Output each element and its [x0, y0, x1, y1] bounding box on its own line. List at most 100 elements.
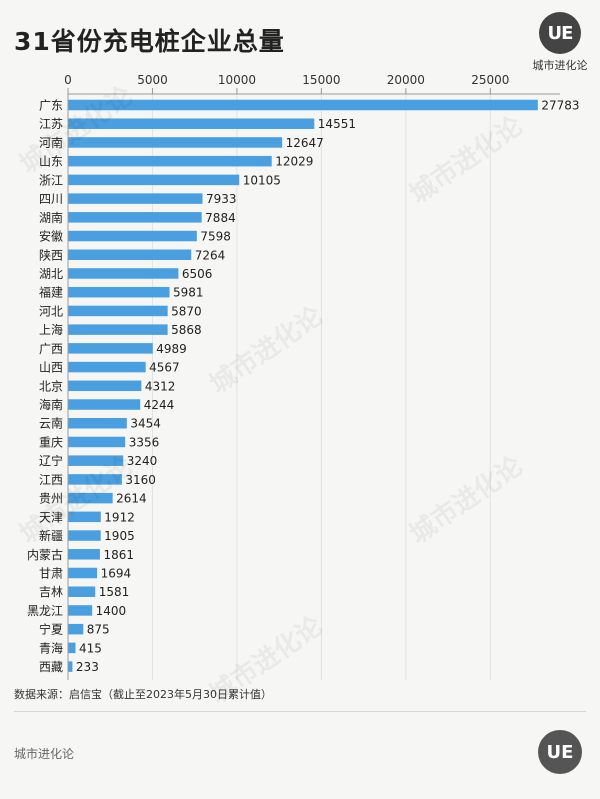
bar — [68, 511, 101, 523]
data-label: 12647 — [286, 136, 324, 150]
footer-brand-name: 城市进化论 — [14, 747, 75, 761]
category-label: 四川 — [39, 192, 63, 206]
data-label: 27783 — [541, 99, 579, 113]
bar — [68, 642, 76, 654]
bar — [68, 436, 126, 448]
data-label: 6506 — [182, 267, 213, 281]
data-label: 3160 — [125, 473, 156, 487]
category-label: 黑龙江 — [27, 604, 63, 618]
data-label: 1905 — [104, 529, 135, 543]
bar — [68, 174, 240, 186]
data-label: 10105 — [243, 173, 281, 187]
bar — [68, 567, 98, 579]
category-label: 河北 — [39, 304, 63, 318]
data-label: 1861 — [103, 548, 134, 562]
bar — [68, 399, 141, 410]
data-label: 5981 — [173, 286, 204, 300]
bar — [68, 661, 73, 672]
bar — [68, 605, 93, 616]
bar — [68, 324, 168, 335]
category-label: 湖南 — [39, 210, 63, 225]
bar — [68, 118, 315, 129]
category-label: 吉林 — [39, 585, 63, 599]
bar — [68, 417, 127, 429]
category-label: 上海 — [39, 322, 63, 337]
data-label: 7884 — [205, 211, 236, 225]
data-label: 3240 — [127, 454, 158, 468]
data-label: 7598 — [200, 230, 231, 244]
data-label: 7933 — [206, 192, 237, 206]
x-tick-label: 10000 — [218, 73, 256, 87]
category-label: 江西 — [39, 473, 63, 487]
category-label: 重庆 — [39, 435, 63, 449]
data-label: 1581 — [99, 585, 130, 599]
bar — [68, 549, 100, 560]
data-label: 4567 — [149, 361, 180, 375]
bar — [68, 99, 538, 111]
category-label: 广东 — [39, 99, 63, 113]
category-label: 天津 — [39, 510, 63, 524]
category-label: 浙江 — [39, 173, 63, 187]
category-label: 西藏 — [39, 660, 63, 674]
data-label: 7264 — [195, 248, 226, 262]
bar — [68, 212, 202, 223]
category-label: 陕西 — [39, 247, 63, 262]
brand-logo: UE 城市进化论 — [528, 12, 592, 73]
bar — [68, 474, 122, 485]
ue-logo-icon: UE — [539, 12, 581, 54]
footer-ue-logo-icon: UE — [538, 730, 582, 774]
bar — [68, 155, 272, 167]
data-label: 4312 — [145, 379, 176, 393]
category-label: 辽宁 — [39, 453, 63, 468]
category-label: 内蒙古 — [27, 547, 63, 562]
category-label: 江苏 — [39, 117, 63, 131]
x-tick-label: 25000 — [471, 73, 509, 87]
category-label: 青海 — [39, 640, 63, 655]
data-label: 875 — [87, 623, 110, 637]
bar — [68, 380, 142, 392]
bar — [68, 492, 113, 504]
data-label: 5868 — [171, 323, 202, 337]
data-source-note: 数据来源：启信宝（截止至2023年5月30日累计值） — [14, 688, 272, 701]
bar — [68, 343, 153, 354]
bar — [68, 305, 168, 317]
category-label: 安徽 — [39, 229, 63, 244]
data-label: 2614 — [116, 492, 147, 506]
category-label: 河南 — [39, 135, 63, 150]
data-label: 3356 — [129, 435, 160, 449]
bar — [68, 623, 84, 635]
category-label: 北京 — [39, 379, 63, 393]
category-label: 广西 — [39, 342, 63, 356]
brand-name: 城市进化论 — [532, 59, 588, 72]
x-tick-label: 5000 — [137, 73, 168, 87]
chart-title: 31省份充电桩企业总量 — [14, 27, 285, 56]
data-label: 12029 — [275, 155, 313, 169]
data-label: 233 — [76, 660, 99, 674]
category-label: 云南 — [39, 416, 63, 431]
bar — [68, 361, 146, 373]
x-tick-label: 0 — [64, 73, 72, 87]
category-label: 山西 — [39, 361, 63, 375]
data-label: 1912 — [104, 510, 135, 524]
data-label: 14551 — [318, 117, 356, 131]
category-label: 湖北 — [39, 266, 63, 281]
data-label: 4244 — [144, 398, 175, 412]
category-label: 甘肃 — [39, 567, 63, 581]
bar — [68, 268, 179, 279]
bar — [68, 193, 203, 204]
bar — [68, 530, 101, 541]
category-label: 福建 — [39, 285, 63, 300]
category-label: 贵州 — [39, 492, 63, 506]
bar — [68, 286, 170, 298]
data-label: 3454 — [130, 417, 161, 431]
category-label: 海南 — [39, 397, 63, 412]
bar-chart: 0 5000 10000 15000 20000 25000 广东 27783 江苏 14551 河… — [27, 73, 580, 680]
data-label: 1694 — [101, 567, 132, 581]
x-tick-label: 15000 — [302, 73, 340, 87]
bar — [68, 586, 96, 597]
bar — [68, 137, 283, 148]
bar — [68, 249, 192, 261]
x-tick-label: 20000 — [387, 73, 425, 87]
data-label: 1400 — [96, 604, 127, 618]
data-label: 5870 — [171, 304, 202, 318]
